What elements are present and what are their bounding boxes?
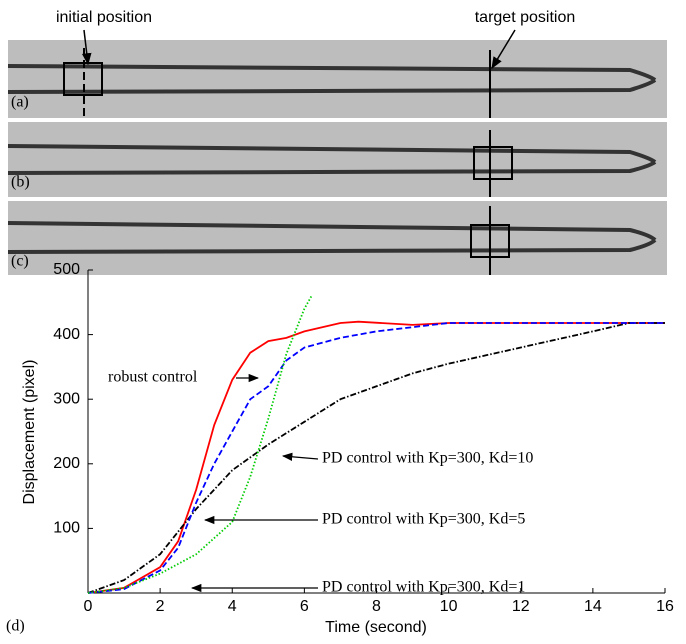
panel-label: (a) <box>11 94 29 111</box>
x-tick-label: 10 <box>440 598 458 615</box>
image-label: initial position <box>56 9 152 26</box>
annotation-arrow <box>281 452 319 461</box>
x-tick-label: 8 <box>372 598 381 615</box>
series-annotation: robust control <box>108 369 198 386</box>
series-line <box>87 295 313 594</box>
x-axis-label: Time (second) <box>325 619 427 636</box>
panel-label: (d) <box>6 618 25 635</box>
y-tick-label: 100 <box>53 520 80 537</box>
x-tick-label: 4 <box>228 598 237 615</box>
x-tick-label: 2 <box>156 598 165 615</box>
x-tick-label: 12 <box>512 598 530 615</box>
x-tick-label: 14 <box>584 598 602 615</box>
x-tick-label: 16 <box>656 598 674 615</box>
series-annotation: PD control with Kp=300, Kd=10 <box>322 450 533 467</box>
series-line <box>87 322 665 594</box>
panel-label: (c) <box>11 253 29 270</box>
y-axis-label: Displacement (pixel) <box>21 360 38 505</box>
micrograph-panels <box>7 29 667 275</box>
series-line <box>87 322 665 594</box>
y-tick-label: 200 <box>53 455 80 472</box>
series-annotation: PD control with Kp=300, Kd=5 <box>322 511 525 528</box>
y-tick-label: 300 <box>53 390 80 407</box>
x-tick-label: 6 <box>300 598 309 615</box>
image-label: target position <box>475 9 576 26</box>
y-tick-label: 400 <box>53 326 80 343</box>
x-tick-label: 0 <box>84 598 93 615</box>
series-annotation: PD control with Kp=300, Kd=1 <box>322 579 525 596</box>
panel-label: (b) <box>11 174 30 191</box>
y-tick-label: 500 <box>53 261 80 278</box>
